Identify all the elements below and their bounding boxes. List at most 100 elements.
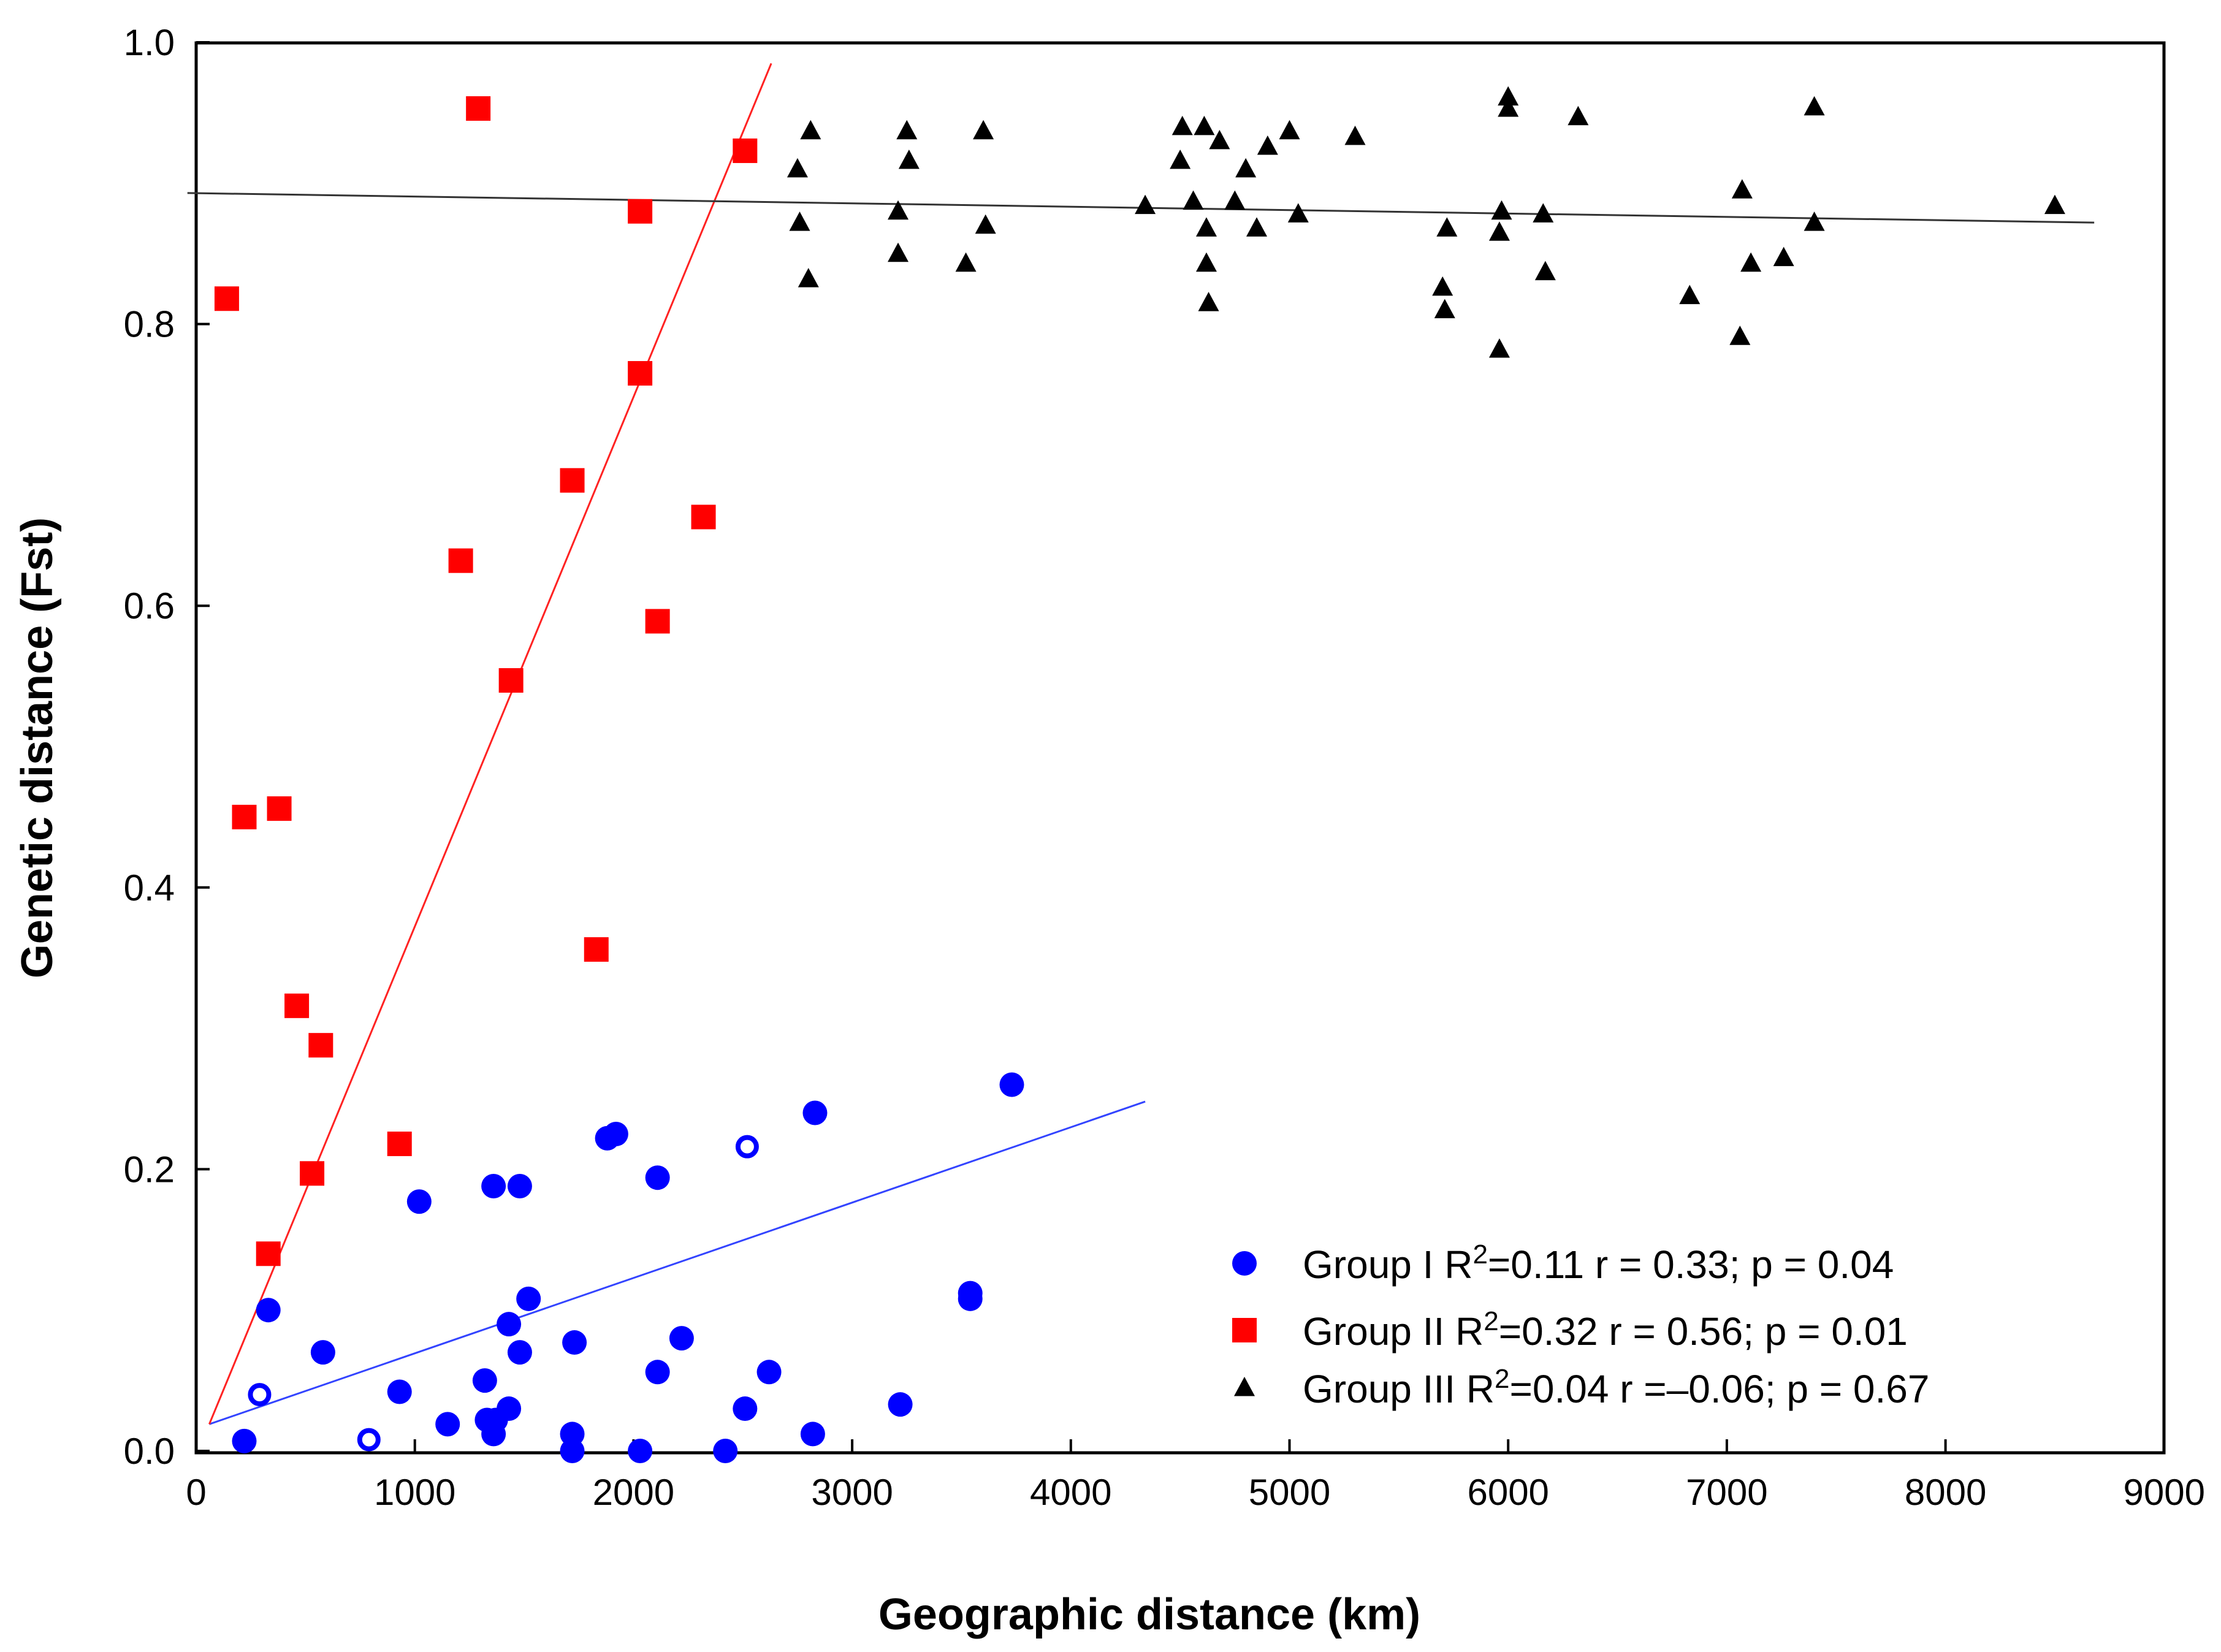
point-group-iii [955, 252, 977, 272]
open-point-group-i [357, 1428, 381, 1452]
point-group-iii [888, 242, 909, 262]
point-group-ii [300, 1161, 325, 1186]
x-axis-title: Geographic distance (km) [878, 1590, 1420, 1639]
x-tick-label: 3000 [811, 1472, 893, 1513]
point-group-iii [1287, 203, 1309, 223]
point-group-iii [1804, 211, 1825, 231]
point-group-iii [1729, 325, 1751, 345]
point-group-i [562, 1330, 587, 1355]
point-group-iii [2044, 194, 2065, 215]
point-group-ii [267, 796, 292, 821]
legend-label-group-ii: Group II R2=0.32 r = 0.56; p = 0.01 [1303, 1306, 1908, 1353]
point-group-i [713, 1439, 738, 1463]
point-group-ii [628, 361, 653, 386]
point-group-iii [1488, 221, 1510, 241]
point-group-iii [1246, 217, 1267, 237]
point-group-i [310, 1340, 335, 1365]
point-group-ii [560, 468, 585, 493]
point-group-iii [1194, 115, 1215, 135]
point-group-iii [1224, 190, 1246, 210]
point-group-iii [973, 120, 994, 140]
point-group-iii [1235, 158, 1257, 178]
point-group-ii [232, 804, 257, 829]
point-group-i [387, 1379, 412, 1404]
point-group-i [497, 1312, 522, 1337]
point-group-iii [1679, 284, 1701, 305]
point-group-ii [256, 1241, 281, 1266]
point-group-ii [733, 138, 758, 163]
point-group-i [560, 1422, 585, 1447]
point-group-iii [1491, 200, 1512, 220]
point-group-iii [1183, 190, 1204, 210]
point-group-iii [1171, 115, 1193, 135]
legend-marker-group-ii [1232, 1318, 1257, 1342]
point-group-iii [1488, 338, 1510, 358]
y-axis-title: Genetic distance (Fst) [13, 517, 62, 978]
x-tick-label: 0 [186, 1472, 206, 1513]
plot-area-frame [194, 41, 2166, 1455]
open-point-group-i [248, 1383, 272, 1407]
regression-line-group-ii [208, 63, 772, 1425]
point-group-i [733, 1396, 758, 1422]
point-group-iii [800, 120, 821, 140]
point-group-ii [628, 199, 653, 224]
point-group-iii [1195, 217, 1217, 237]
point-group-ii [645, 609, 670, 634]
x-tick-label: 5000 [1249, 1472, 1330, 1513]
point-group-i [800, 1422, 825, 1447]
point-group-i [958, 1281, 983, 1306]
point-group-i [497, 1396, 522, 1422]
point-group-iii [1568, 105, 1589, 126]
y-tick-label: 0.0 [124, 1431, 175, 1472]
point-group-i [888, 1392, 913, 1417]
point-group-i [481, 1173, 506, 1198]
point-group-i [232, 1428, 257, 1453]
point-group-iii [1198, 292, 1219, 311]
axis-ticks: 0 1000 2000 3000 4000 5000 6000 7000 8000 9000 0.0… [124, 22, 2205, 1513]
legend-label-group-iii: Group III R2=0.04 r =–0.06; p = 0.67 [1303, 1364, 1929, 1411]
point-group-i [645, 1165, 670, 1190]
legend-marker-group-iii [1234, 1377, 1255, 1396]
x-tick-label: 9000 [2124, 1472, 2205, 1513]
x-tick-label: 7000 [1686, 1472, 1767, 1513]
point-group-iii [975, 214, 996, 234]
data-points [214, 86, 2065, 1463]
point-group-i [435, 1412, 460, 1437]
point-group-i [406, 1189, 432, 1214]
x-tick-label: 8000 [1905, 1472, 1986, 1513]
point-group-iii [1209, 129, 1230, 150]
point-group-iii [896, 120, 918, 140]
point-group-iii [1170, 150, 1191, 169]
point-group-i [256, 1298, 281, 1323]
point-group-iii [1344, 125, 1366, 145]
point-group-i [645, 1360, 670, 1385]
x-tick-label: 1000 [374, 1472, 455, 1513]
y-tick-label: 0.8 [124, 304, 175, 345]
point-group-ii [691, 504, 716, 530]
point-group-i [756, 1360, 782, 1385]
y-tick-label: 0.4 [124, 867, 175, 908]
point-group-i [603, 1121, 628, 1146]
point-group-iii [787, 158, 808, 178]
point-group-iii [789, 211, 810, 231]
point-group-i [560, 1439, 585, 1463]
point-group-ii [584, 937, 609, 962]
point-group-iii [1740, 252, 1762, 272]
point-group-i [472, 1368, 497, 1393]
point-group-iii [1195, 252, 1217, 272]
point-group-ii [448, 548, 473, 573]
point-group-i [802, 1100, 828, 1125]
point-group-iii [888, 200, 909, 220]
point-group-iii [898, 150, 920, 169]
point-group-i [628, 1439, 653, 1463]
y-tick-label: 0.6 [124, 585, 175, 626]
point-group-ii [214, 286, 239, 311]
regression-lines [187, 63, 2095, 1425]
point-group-iii [1257, 135, 1278, 155]
legend: Group I R2=0.11 r = 0.33; p = 0.04 Group … [1232, 1239, 1929, 1411]
x-tick-label: 2000 [593, 1472, 674, 1513]
point-group-i [516, 1286, 541, 1311]
point-group-iii [1804, 96, 1825, 116]
y-tick-label: 0.2 [124, 1149, 175, 1190]
